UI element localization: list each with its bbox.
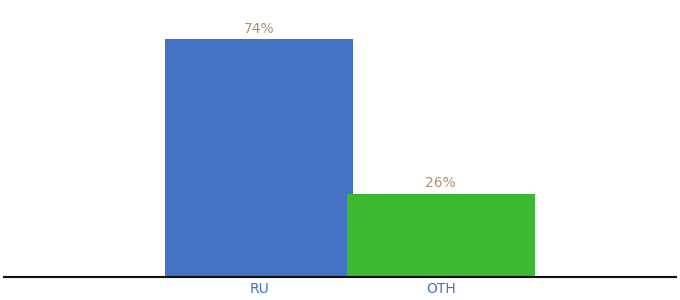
Bar	[347, 194, 534, 277]
Text: 26%: 26%	[426, 176, 456, 190]
Text: 74%: 74%	[244, 22, 275, 36]
Bar	[165, 40, 354, 277]
